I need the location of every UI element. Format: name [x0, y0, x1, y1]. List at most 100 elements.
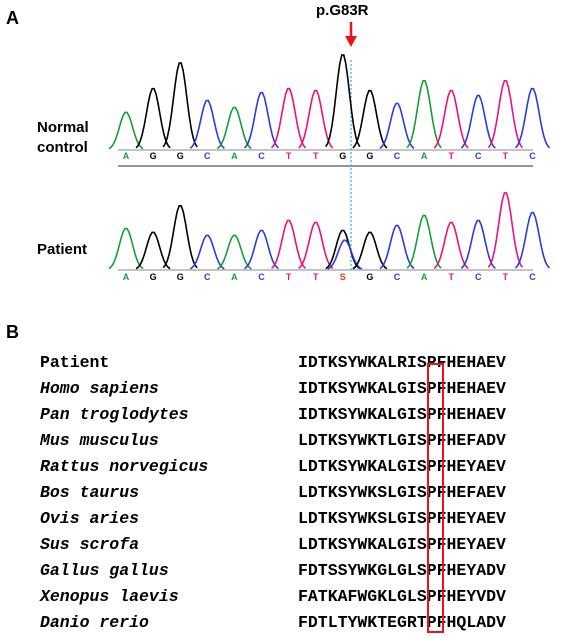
trace-peak	[325, 54, 361, 148]
trace-peak	[379, 224, 415, 270]
base-call: A	[421, 151, 428, 161]
trace-peak	[271, 219, 307, 269]
base-call: G	[177, 272, 184, 282]
species-name: Xenopus laevis	[40, 587, 179, 606]
base-call: C	[394, 272, 401, 282]
base-call: C	[394, 151, 401, 161]
trace-peak	[487, 80, 524, 149]
base-call: T	[448, 272, 454, 282]
trace-peak	[216, 106, 252, 150]
trace-peak	[108, 111, 144, 150]
trace-peak	[135, 87, 171, 149]
panel-b-label: B	[6, 322, 19, 342]
protein-sequence: FATKAFWGKLGLSPFHEYVDV	[298, 587, 506, 606]
protein-sequence: IDTKSYWKALGISPFHEHAEV	[298, 405, 506, 424]
trace-peak	[379, 102, 415, 149]
traces	[108, 54, 551, 270]
base-labels: A G G C A C T T G G C A T C T C A G G C A C T T S G C A T C T C	[123, 151, 537, 282]
protein-sequence: LDTKSYWKSLGISPFHEYAEV	[298, 509, 506, 528]
trace-peak	[270, 87, 307, 149]
species-name: Ovis aries	[40, 509, 140, 528]
trace-peak	[189, 99, 225, 149]
base-call: T	[503, 272, 509, 282]
base-call: C	[258, 272, 265, 282]
protein-sequence: LDTKSYWKALGISPFHEYAEV	[298, 457, 506, 476]
protein-sequence: IDTKSYWKALGISPFHEHAEV	[298, 379, 506, 398]
protein-sequence: FDTSSYWKGLGLSPFHEYADV	[298, 561, 506, 580]
trace-peak	[108, 227, 144, 270]
base-call: A	[231, 272, 238, 282]
base-call: C	[258, 151, 265, 161]
trace-peak	[460, 219, 496, 269]
trace-peak	[135, 231, 171, 270]
base-call: T	[286, 272, 292, 282]
base-call: G	[150, 272, 157, 282]
trace-peak	[406, 80, 442, 149]
species-name: Patient	[40, 353, 110, 372]
trace-peak	[352, 231, 388, 270]
trace-peak	[244, 229, 279, 270]
normal-control-label: Normal control	[37, 118, 89, 158]
chromatogram: A G G C A C T T G G C A T C T C A G G C A C T T S G C A T C T C	[108, 22, 551, 282]
base-call: C	[529, 151, 536, 161]
trace-peak	[514, 211, 551, 269]
protein-sequence: LDTKSYWKSLGISPFHEFAEV	[298, 483, 506, 502]
base-call: T	[448, 151, 454, 161]
base-call: T	[313, 151, 319, 161]
trace-peak	[327, 239, 363, 270]
trace-peak	[514, 87, 551, 149]
base-call: A	[123, 272, 130, 282]
base-call: G	[339, 151, 346, 161]
base-call: A	[231, 151, 238, 161]
trace-peak	[216, 234, 252, 270]
trace-peak	[189, 234, 225, 270]
base-call: C	[475, 272, 482, 282]
base-call: G	[366, 151, 373, 161]
trace-peak	[433, 221, 469, 269]
normal-label-line1: Normal	[37, 119, 89, 136]
trace-peak	[325, 229, 361, 270]
base-call: G	[366, 272, 373, 282]
base-call: T	[503, 151, 509, 161]
trace-peak	[298, 221, 334, 269]
trace-peak	[162, 205, 198, 269]
trace-peak	[162, 62, 198, 148]
species-name: Mus musculus	[40, 431, 159, 450]
trace-peak	[433, 89, 469, 149]
base-call: C	[475, 151, 482, 161]
species-name: Danio rerio	[40, 613, 149, 632]
patient-trace-label: Patient	[37, 241, 88, 258]
base-call: T	[313, 272, 319, 282]
normal-label-line2: control	[37, 139, 88, 156]
species-name: Homo sapiens	[40, 379, 159, 398]
base-call: C	[529, 272, 536, 282]
base-call: C	[204, 151, 211, 161]
trace-peak	[460, 94, 496, 149]
base-call: A	[123, 151, 130, 161]
trace-peak	[487, 192, 524, 268]
species-name: Rattus norvegicus	[40, 457, 209, 476]
protein-sequence: LDTKSYWKALGISPFHEYAEV	[298, 535, 506, 554]
trace-peak	[243, 91, 280, 149]
mutation-label: p.G83R	[316, 2, 369, 19]
panel-a-label: A	[6, 8, 19, 28]
base-call: S	[340, 272, 346, 282]
trace-peak	[298, 89, 334, 149]
base-call: A	[421, 272, 428, 282]
conserved-residue-box	[427, 363, 444, 633]
protein-sequence: FDTLTYWKTEGRTPFHQLADV	[298, 613, 506, 632]
mutation-arrow-head	[345, 36, 357, 47]
protein-sequence: IDTKSYWKALRISPFHEHAEV	[298, 353, 506, 372]
species-name: Sus scrofa	[40, 535, 140, 554]
base-call: C	[204, 272, 211, 282]
base-call: T	[286, 151, 292, 161]
base-call: G	[150, 151, 157, 161]
species-name: Pan troglodytes	[40, 405, 189, 424]
protein-sequence: LDTKSYWKTLGISPFHEFADV	[298, 431, 506, 450]
trace-peak	[352, 89, 388, 149]
trace-peak	[406, 214, 442, 269]
species-name: Gallus gallus	[40, 561, 169, 580]
species-name: Bos taurus	[40, 483, 140, 502]
base-call: G	[177, 151, 184, 161]
